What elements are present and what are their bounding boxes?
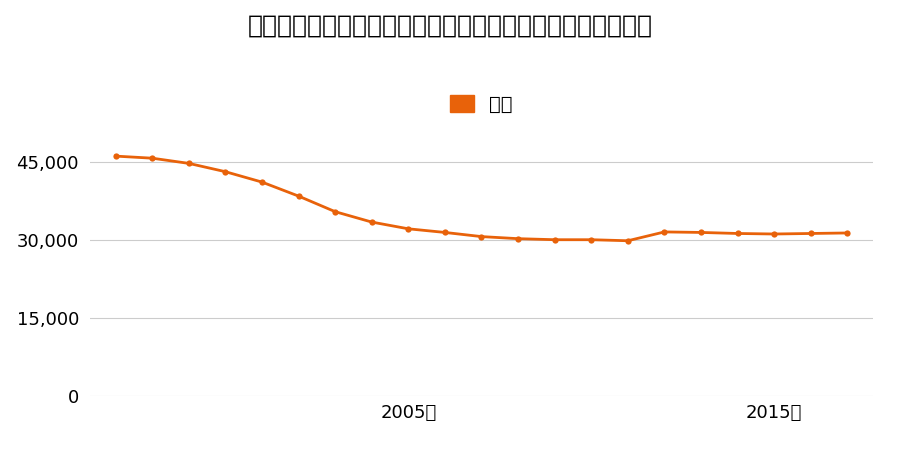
Legend: 価格: 価格: [443, 87, 520, 122]
Text: 岐阜県中津川市中津川字上金往還上１１８３番３の地価推移: 岐阜県中津川市中津川字上金往還上１１８３番３の地価推移: [248, 14, 652, 37]
